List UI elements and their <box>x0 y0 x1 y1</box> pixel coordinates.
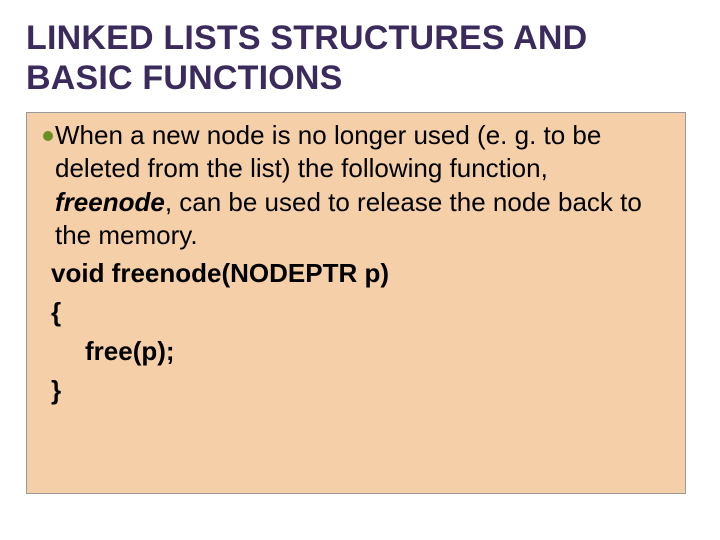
content-box: When a new node is no longer used (e. g.… <box>26 112 686 494</box>
bullet-icon <box>43 131 53 141</box>
slide-container: LINKED LISTS STRUCTURES AND BASIC FUNCTI… <box>0 0 720 540</box>
code-line-4: } <box>51 371 669 410</box>
code-line-1: void freenode(NODEPTR p) <box>51 254 669 293</box>
code-block: void freenode(NODEPTR p) { free(p); } <box>51 254 669 410</box>
body-italic-word: freenode <box>55 187 165 217</box>
body-paragraph: When a new node is no longer used (e. g.… <box>55 119 669 252</box>
bullet-paragraph: When a new node is no longer used (e. g.… <box>43 119 669 252</box>
code-line-2: { <box>51 293 669 332</box>
body-text-before: When a new node is no longer used (e. g.… <box>55 120 601 183</box>
code-line-3: free(p); <box>51 332 669 371</box>
slide-title: LINKED LISTS STRUCTURES AND BASIC FUNCTI… <box>26 18 694 98</box>
